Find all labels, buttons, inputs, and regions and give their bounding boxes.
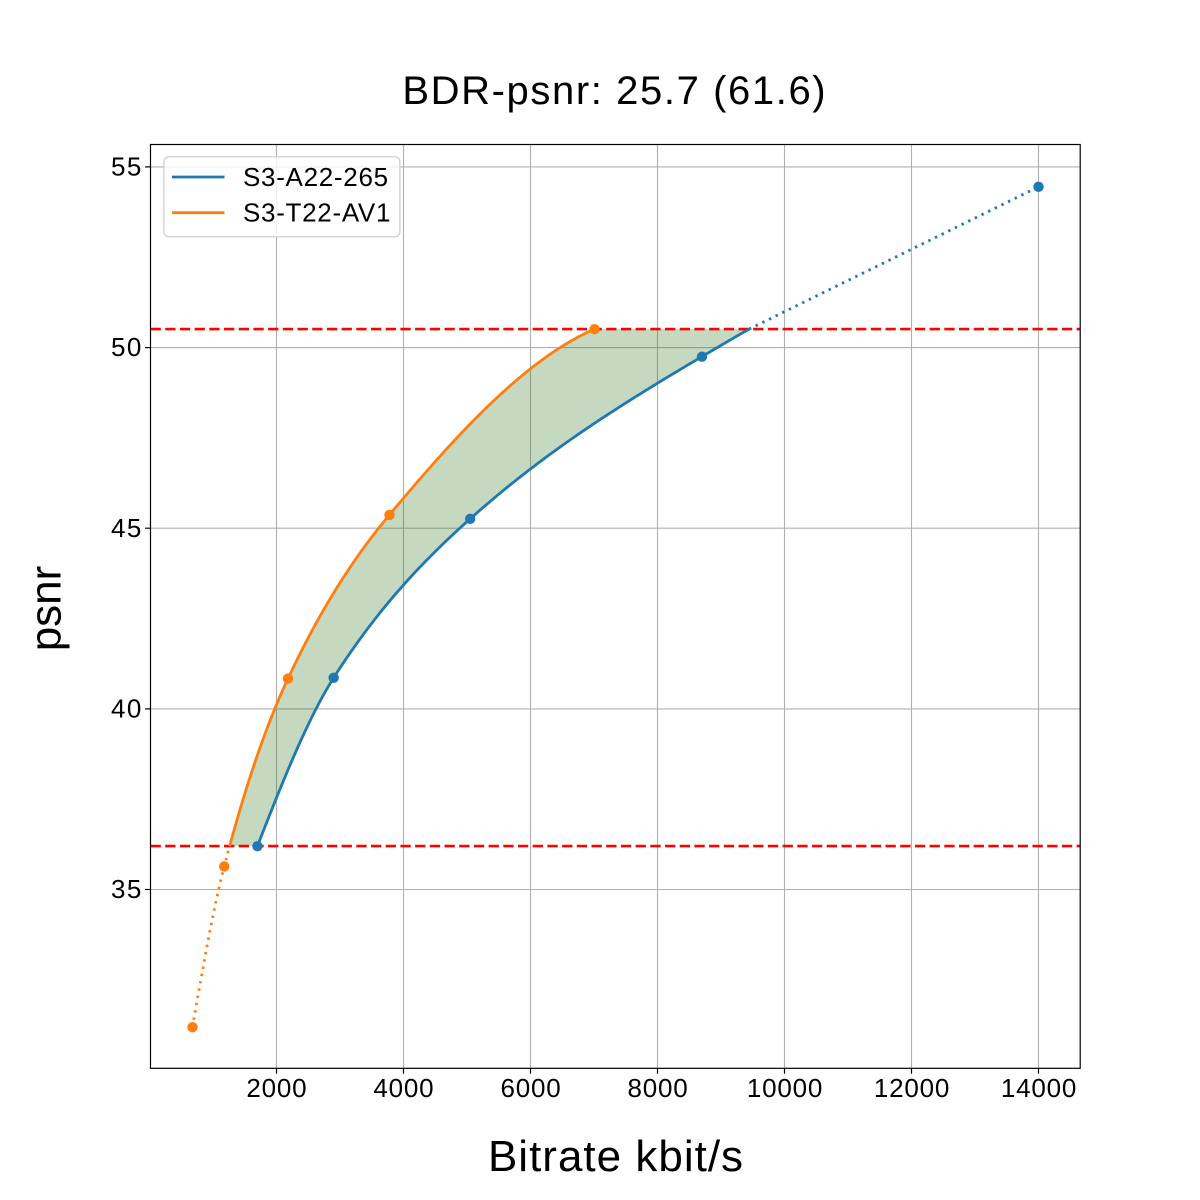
svg-text:10000: 10000 [747,1073,823,1103]
svg-text:4000: 4000 [373,1073,434,1103]
svg-text:55: 55 [111,152,143,182]
svg-text:14000: 14000 [1001,1073,1077,1103]
svg-text:psnr: psnr [22,566,71,652]
svg-text:2000: 2000 [246,1073,307,1103]
svg-text:6000: 6000 [500,1073,561,1103]
svg-text:12000: 12000 [874,1073,950,1103]
svg-text:BDR-psnr: 25.7 (61.6): BDR-psnr: 25.7 (61.6) [402,69,827,113]
svg-text:50: 50 [111,332,143,362]
svg-text:45: 45 [111,513,143,543]
svg-text:8000: 8000 [627,1073,688,1103]
svg-text:S3-T22-AV1: S3-T22-AV1 [243,198,391,228]
svg-text:S3-A22-265: S3-A22-265 [243,162,389,192]
svg-text:35: 35 [111,874,143,904]
svg-text:40: 40 [111,694,143,724]
svg-text:Bitrate kbit/s: Bitrate kbit/s [488,1132,744,1181]
